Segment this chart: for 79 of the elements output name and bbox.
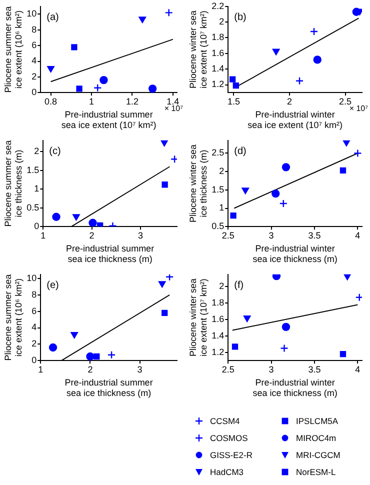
x-axis-title: Pre-industrial summer sea ice thickness (m) — [66, 243, 154, 264]
x-axis-title: Pre-industrial winter sea ice thickness (m) — [252, 243, 338, 264]
y-tick-label: 1.5 — [26, 164, 40, 175]
y-tick-label: 2 — [32, 338, 37, 349]
y-tick-label: 6 — [32, 306, 37, 316]
y-axis-title: Pliocene winter sea ice thickness (m) — [188, 144, 209, 223]
x-tick-label: 1.5 — [227, 96, 240, 106]
legend-label: NorESM-L — [296, 466, 336, 476]
y-tick-label: 10 — [26, 272, 37, 283]
y-tick-label: 1.5 — [212, 184, 224, 194]
x-tick-label: 3 — [268, 230, 274, 240]
y-axis-title: Pliocene summer sea ice extent (10⁶ km²) — [2, 6, 24, 93]
y-tick-label: 1 — [34, 184, 40, 194]
y-tick-label: 1.8 — [212, 298, 224, 308]
y-tick-label: 0 — [32, 87, 37, 98]
y-tick-label: 10 — [26, 8, 37, 19]
y-tick-label: 1.8 — [212, 32, 224, 42]
text: × 10⁷ — [164, 104, 184, 113]
annotation: (a) — [46, 12, 59, 24]
y-tick-label: 1.4 — [212, 64, 224, 74]
x-tick-label: 0.8 — [44, 96, 58, 106]
y-tick-label: 0.5 — [26, 202, 40, 212]
annotation: (c) — [49, 146, 61, 158]
x-axis-title: Pre-industrial winter sea ice thickness (m) — [252, 377, 338, 398]
y-tick-label: 2.5 — [212, 148, 224, 158]
legend-label: GISS-E2-R — [210, 450, 253, 460]
y-tick-label: 1.4 — [212, 330, 224, 340]
x-axis-title: Pre-industrial summer sea ice extent (10⁷ km²) — [61, 109, 156, 130]
x-tick-label: 3 — [137, 364, 142, 374]
y-tick-label: 1 — [219, 202, 224, 213]
y-tick-label: 2.2 — [212, 0, 224, 11]
y-tick-label: 0 — [34, 221, 40, 232]
legend-label: MIROC4m — [296, 432, 336, 442]
annotation: (b) — [234, 12, 246, 24]
y-tick-label: 8 — [32, 289, 37, 300]
y-tick-label: 0 — [32, 355, 37, 366]
x-tick-label: 1 — [40, 230, 46, 240]
x-axis-title: Pre-industrial winter sea ice extent (10⁷ km²) — [248, 109, 342, 130]
x-tick-label: 2.5 — [339, 96, 352, 106]
y-tick-label: 2 — [219, 166, 224, 176]
y-tick-label: 1.6 — [212, 48, 224, 58]
x-tick-label: 1 — [88, 96, 94, 106]
x-tick-label: 2 — [88, 364, 93, 374]
x-axis-title: Pre-industrial summer sea ice thickness (m) — [64, 377, 153, 398]
legend-label: MRI-CGCM — [296, 450, 340, 460]
y-tick-label: 2 — [219, 281, 224, 292]
annotation: (d) — [234, 146, 246, 158]
x-tick-label: 3 — [138, 230, 143, 240]
x-tick-label: 1.2 — [126, 96, 138, 106]
text: × 10⁷ — [349, 104, 368, 113]
y-tick-label: 2 — [219, 16, 224, 27]
annotation: (f) — [234, 280, 244, 292]
x-tick-label: 1.4 — [166, 96, 180, 106]
y-tick-label: 2 — [34, 146, 40, 156]
y-axis-title: Pliocene summer sea ice thickness (m) — [2, 140, 24, 227]
legend-label: HadCM3 — [210, 466, 244, 476]
y-tick-label: 8 — [32, 24, 37, 34]
x-tick-label: 2 — [89, 230, 94, 240]
y-tick-label: 1.2 — [212, 346, 224, 357]
legend-label: CCSM4 — [210, 416, 240, 426]
x-tick-label: 3.5 — [308, 230, 321, 240]
x-tick-label: 2 — [286, 96, 292, 106]
x-tick-label: 3.5 — [308, 364, 321, 374]
y-tick-label: 1.2 — [212, 79, 224, 90]
y-axis-title: Pliocene winter sea ice extent (10⁷ km²) — [188, 278, 209, 357]
y-axis-title: Pliocene winter sea ice extent (10⁷ km²) — [188, 10, 209, 89]
y-tick-label: 0.5 — [212, 221, 224, 232]
x-tick-label: 4 — [355, 230, 360, 240]
x-tick-label: 4 — [355, 364, 360, 374]
y-axis-title: Pliocene summer sea ice extent (10⁶ km²) — [2, 274, 24, 361]
y-tick-label: 2 — [32, 71, 37, 82]
y-tick-label: 4 — [32, 322, 37, 332]
x-tick-label: 3 — [268, 364, 274, 374]
y-tick-label: 4 — [32, 56, 37, 66]
annotation: (e) — [46, 280, 59, 292]
legend-label: IPSLCM5A — [296, 416, 338, 426]
legend-label: COSMOS — [210, 432, 248, 442]
y-tick-label: 6 — [32, 40, 37, 50]
y-tick-label: 1.6 — [212, 314, 224, 324]
